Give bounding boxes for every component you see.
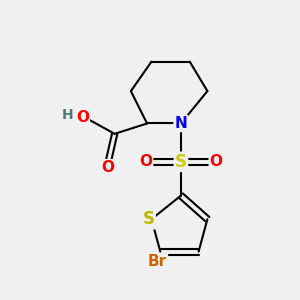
Text: O: O [76, 110, 89, 125]
Text: S: S [142, 210, 154, 228]
Text: S: S [175, 153, 187, 171]
Text: H: H [62, 108, 74, 122]
Text: O: O [139, 154, 152, 169]
Text: N: N [175, 116, 187, 131]
Text: O: O [101, 160, 114, 175]
Text: Br: Br [148, 254, 167, 269]
Text: O: O [210, 154, 223, 169]
